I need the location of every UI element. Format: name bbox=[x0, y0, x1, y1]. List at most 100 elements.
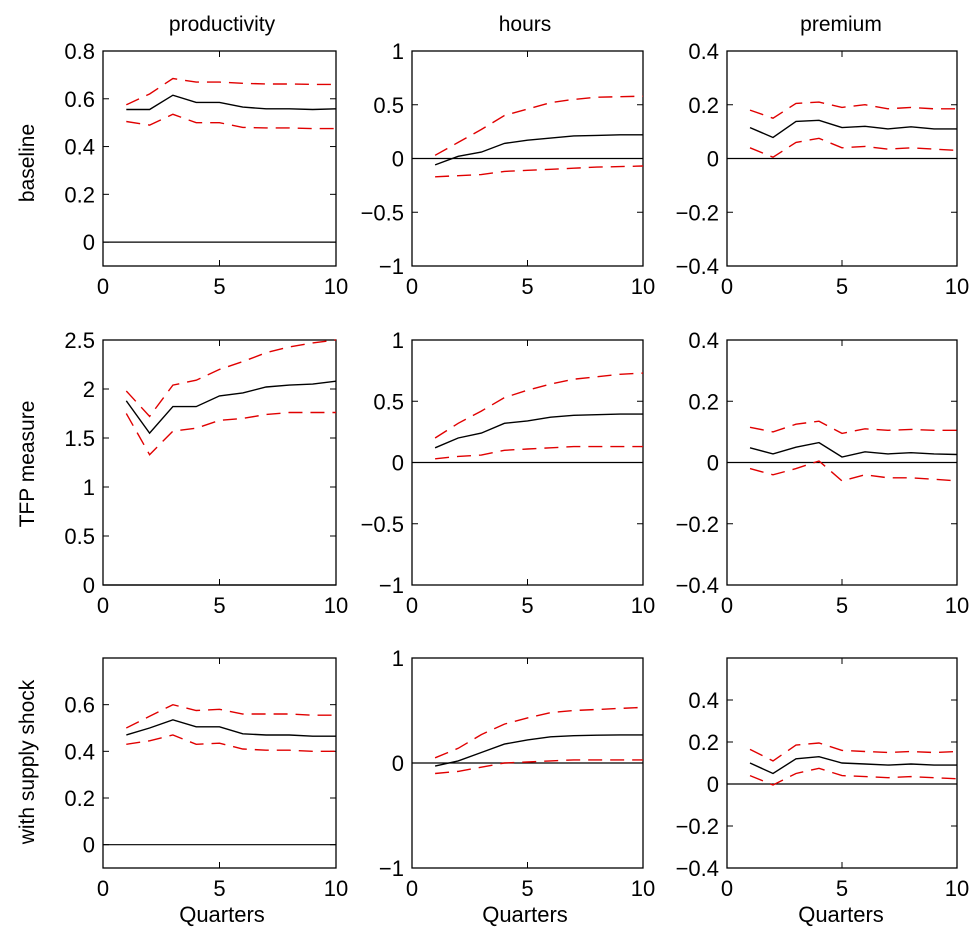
x-tick-label: 5 bbox=[213, 876, 225, 901]
x-tick-label: 10 bbox=[324, 876, 348, 901]
y-tick-label: 0 bbox=[83, 833, 95, 858]
x-tick-label: 10 bbox=[324, 593, 348, 618]
x-tick-label: 5 bbox=[836, 876, 848, 901]
y-tick-label: 0.2 bbox=[64, 182, 95, 207]
confidence-band-lower-line bbox=[126, 113, 336, 130]
y-tick-label: 0.4 bbox=[688, 328, 719, 353]
y-tick-label: 0.5 bbox=[373, 93, 404, 118]
confidence-band-upper-line bbox=[749, 742, 958, 762]
confidence-band-lower-line bbox=[749, 767, 958, 786]
y-tick-label: −0.5 bbox=[361, 200, 404, 225]
y-tick-label: 0 bbox=[83, 573, 95, 598]
irf-estimate-line bbox=[434, 134, 643, 166]
x-axis-label-col-3: Quarters bbox=[798, 902, 884, 927]
panel-r3-c3: −0.4 −0.2 0 0.2 0.4 0 5 10 bbox=[676, 657, 969, 901]
confidence-band-upper-line bbox=[434, 95, 644, 156]
y-tick-label: 0 bbox=[392, 451, 404, 476]
confidence-band-lower-line bbox=[435, 445, 643, 460]
x-tick-label: 10 bbox=[631, 876, 655, 901]
y-tick-label: −0.4 bbox=[676, 573, 719, 598]
irf-estimate-line bbox=[749, 119, 957, 139]
panels-group: 00.20.40.60.80 5 10−1−0.500.510 5 10−0.4−0.2… bbox=[64, 39, 969, 901]
x-tick-label: 5 bbox=[213, 593, 225, 618]
y-tick-label: 1.5 bbox=[64, 426, 95, 451]
y-tick-label: −1 bbox=[379, 254, 404, 279]
x-tick-label: 5 bbox=[521, 876, 533, 901]
x-tick-label: 0 bbox=[97, 876, 109, 901]
x-tick-label: 5 bbox=[836, 593, 848, 618]
y-tick-label: 0.2 bbox=[688, 389, 719, 414]
y-tick-label: 0.5 bbox=[64, 524, 95, 549]
y-tick-label: 0 bbox=[392, 147, 404, 172]
y-tick-label: −0.2 bbox=[676, 512, 719, 537]
panel-r2-c3: −0.4 −0.2 0 0.2 0.4 0 5 10 bbox=[676, 328, 970, 618]
x-tick-label: 10 bbox=[631, 274, 655, 299]
y-tick-label: −0.2 bbox=[676, 200, 719, 225]
confidence-band-lower-line bbox=[125, 411, 336, 456]
x-tick-label: 0 bbox=[721, 274, 733, 299]
y-tick-label: 0.4 bbox=[64, 739, 95, 764]
x-tick-label: 5 bbox=[836, 274, 848, 299]
y-tick-label: 0 bbox=[707, 451, 719, 476]
y-tick-label: 1 bbox=[392, 328, 404, 353]
x-tick-label: 0 bbox=[406, 876, 418, 901]
confidence-band-upper-line bbox=[125, 339, 337, 418]
y-tick-label: 0.2 bbox=[64, 786, 95, 811]
confidence-band-upper-line bbox=[749, 101, 957, 119]
x-tick-label: 0 bbox=[406, 274, 418, 299]
panel-r1-c3: −0.4 −0.2 0 0.2 0.4 0 5 10 bbox=[676, 39, 970, 299]
x-axis-label-col-1: Quarters bbox=[179, 902, 265, 927]
irf-estimate-line bbox=[125, 380, 337, 435]
irf-estimate-line bbox=[749, 441, 958, 458]
y-tick-label: 0.4 bbox=[64, 135, 95, 160]
column-title-hours: hours bbox=[499, 13, 552, 36]
confidence-band-upper-line bbox=[434, 372, 644, 439]
x-tick-label: 0 bbox=[406, 593, 418, 618]
y-tick-label: 0.4 bbox=[688, 39, 719, 64]
axes-frame bbox=[102, 339, 337, 586]
confidence-band-lower-line bbox=[126, 734, 336, 752]
y-tick-label: 1 bbox=[392, 646, 404, 671]
y-tick-label: 1 bbox=[392, 39, 404, 64]
confidence-band-lower-line bbox=[749, 137, 958, 158]
axes-frame bbox=[102, 657, 337, 869]
y-tick-label: 0 bbox=[83, 230, 95, 255]
x-tick-label: 5 bbox=[521, 274, 533, 299]
x-tick-label: 5 bbox=[213, 274, 225, 299]
x-tick-label: 0 bbox=[721, 593, 733, 618]
irf-estimate-line bbox=[434, 413, 643, 449]
row-label-baseline: baseline bbox=[16, 124, 39, 202]
x-tick-label: 0 bbox=[97, 593, 109, 618]
y-tick-label: 0 bbox=[707, 772, 719, 797]
confidence-band-lower-line bbox=[435, 759, 643, 775]
row-label-tfp-measure: TFP measure bbox=[16, 401, 39, 528]
y-tick-label: 0.6 bbox=[64, 87, 95, 112]
x-tick-label: 0 bbox=[97, 274, 109, 299]
row-label-with-supply-shock: with supply shock bbox=[16, 679, 39, 845]
axes-frame bbox=[102, 50, 337, 267]
y-tick-label: 0.4 bbox=[688, 688, 719, 713]
y-tick-label: 1 bbox=[83, 475, 95, 500]
y-tick-label: 0 bbox=[392, 751, 404, 776]
confidence-band-lower-line bbox=[749, 460, 958, 482]
y-tick-label: 2.5 bbox=[64, 328, 95, 353]
panel-r1-c1: 0 0.2 0.4 0.6 0.8 0 5 10 bbox=[64, 39, 348, 299]
y-tick-label: −1 bbox=[379, 573, 404, 598]
y-tick-label: −0.5 bbox=[361, 512, 404, 537]
panel-r3-c1: 0 0.2 0.4 0.6 0 5 10 bbox=[64, 657, 348, 901]
y-tick-label: 2 bbox=[83, 377, 95, 402]
confidence-band-upper-line bbox=[434, 706, 644, 759]
x-tick-label: 10 bbox=[945, 593, 969, 618]
x-tick-label: 10 bbox=[324, 274, 348, 299]
column-title-premium: premium bbox=[800, 13, 882, 36]
confidence-band-upper-line bbox=[125, 703, 336, 729]
y-tick-label: −0.2 bbox=[676, 814, 719, 839]
column-title-productivity: productivity bbox=[169, 13, 276, 36]
y-tick-label: −1 bbox=[379, 856, 404, 881]
y-tick-label: 0 bbox=[707, 147, 719, 172]
irf-estimate-line bbox=[749, 755, 957, 775]
y-tick-label: 0.2 bbox=[688, 730, 719, 755]
